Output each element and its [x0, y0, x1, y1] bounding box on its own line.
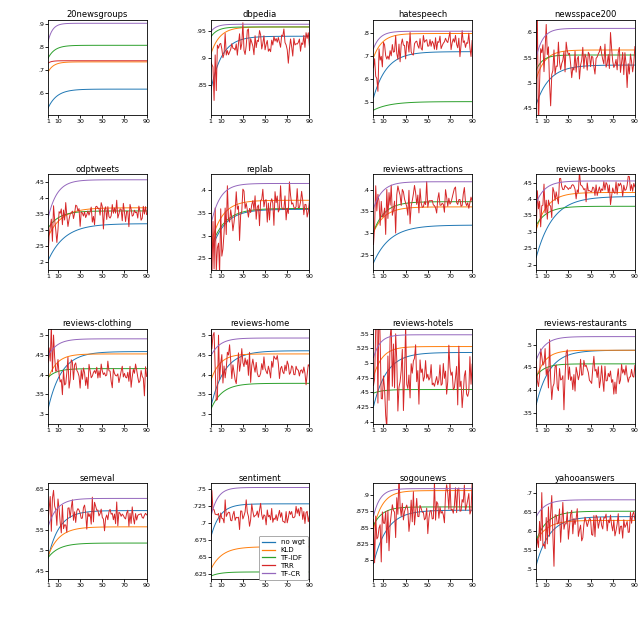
Title: reviews-home: reviews-home: [230, 319, 290, 328]
Title: hatespeech: hatespeech: [398, 10, 447, 19]
Title: replab: replab: [246, 165, 273, 174]
Title: reviews-restaurants: reviews-restaurants: [543, 319, 627, 328]
Title: 20newsgroups: 20newsgroups: [67, 10, 128, 19]
Title: reviews-hotels: reviews-hotels: [392, 319, 453, 328]
Title: newsspace200: newsspace200: [554, 10, 617, 19]
Title: sentiment: sentiment: [239, 474, 282, 483]
Legend: no wgt, KLD, TF-IDF, TRR, TF-CR: no wgt, KLD, TF-IDF, TRR, TF-CR: [259, 536, 308, 580]
Title: sogounews: sogounews: [399, 474, 447, 483]
Title: yahooanswers: yahooanswers: [556, 474, 616, 483]
Title: semeval: semeval: [79, 474, 115, 483]
Title: reviews-attractions: reviews-attractions: [382, 165, 463, 174]
Title: reviews-books: reviews-books: [556, 165, 616, 174]
Title: dbpedia: dbpedia: [243, 10, 277, 19]
Title: reviews-clothing: reviews-clothing: [63, 319, 132, 328]
Title: odptweets: odptweets: [76, 165, 120, 174]
